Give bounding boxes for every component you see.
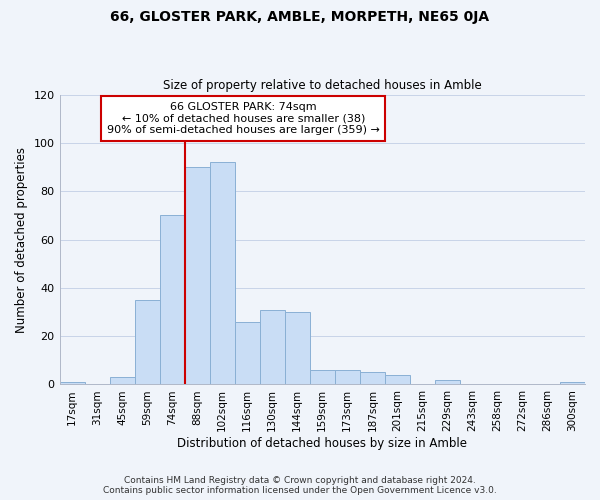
Bar [385, 375, 410, 384]
Bar [260, 310, 285, 384]
Y-axis label: Number of detached properties: Number of detached properties [15, 146, 28, 332]
Bar [235, 322, 260, 384]
Bar [360, 372, 385, 384]
Text: 66 GLOSTER PARK: 74sqm
← 10% of detached houses are smaller (38)
90% of semi-det: 66 GLOSTER PARK: 74sqm ← 10% of detached… [107, 102, 380, 135]
Bar [560, 382, 585, 384]
Bar [335, 370, 360, 384]
Bar [209, 162, 235, 384]
Bar [134, 300, 160, 384]
X-axis label: Distribution of detached houses by size in Amble: Distribution of detached houses by size … [177, 437, 467, 450]
Bar [59, 382, 85, 384]
Title: Size of property relative to detached houses in Amble: Size of property relative to detached ho… [163, 79, 482, 92]
Bar [435, 380, 460, 384]
Bar [185, 167, 209, 384]
Bar [285, 312, 310, 384]
Bar [160, 216, 185, 384]
Text: 66, GLOSTER PARK, AMBLE, MORPETH, NE65 0JA: 66, GLOSTER PARK, AMBLE, MORPETH, NE65 0… [110, 10, 490, 24]
Text: Contains HM Land Registry data © Crown copyright and database right 2024.
Contai: Contains HM Land Registry data © Crown c… [103, 476, 497, 495]
Bar [110, 377, 134, 384]
Bar [310, 370, 335, 384]
